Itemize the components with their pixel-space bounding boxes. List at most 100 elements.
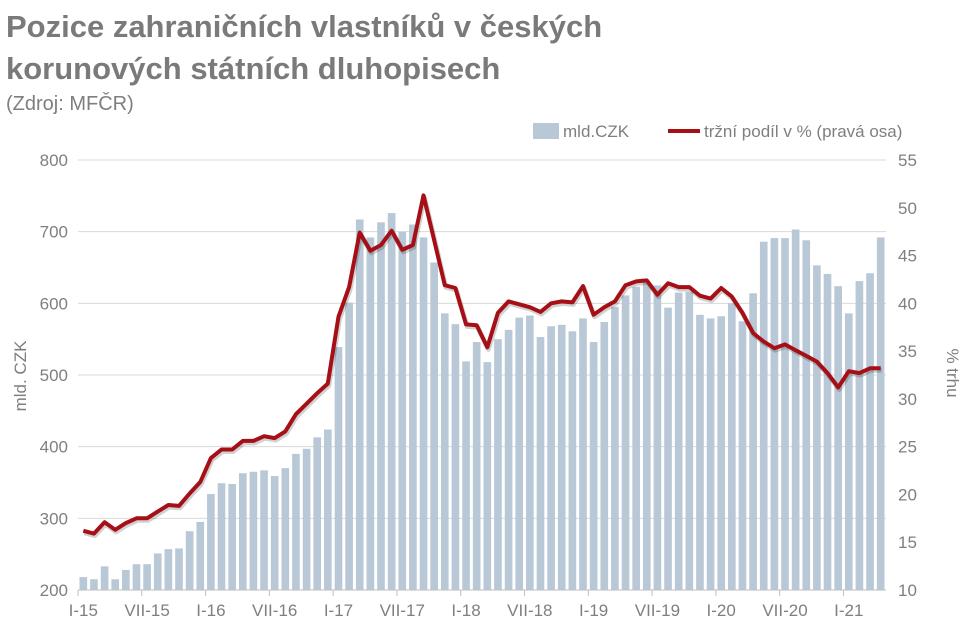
x-tick-label: VII-18: [507, 601, 552, 620]
bar: [568, 331, 577, 590]
bar: [143, 564, 151, 590]
bar: [100, 566, 109, 590]
bar: [292, 453, 300, 590]
y-tick-label: 700: [40, 223, 68, 242]
line-series: [82, 193, 882, 539]
x-tick-label: VII-20: [762, 601, 807, 620]
bar: [185, 531, 194, 590]
bar: [111, 579, 120, 590]
bar: [377, 222, 385, 590]
legend: mld.CZK tržní podíl v % (pravá osa): [533, 122, 902, 141]
x-tick-label: I-20: [707, 601, 736, 620]
x-tick-label: I-21: [834, 601, 863, 620]
bar: [632, 286, 640, 590]
y2-axis-title: % trhu: [943, 348, 962, 397]
bar: [430, 262, 438, 590]
legend-label-bars: mld.CZK: [563, 122, 630, 141]
x-tick-label: VII-17: [380, 601, 425, 620]
bar: [802, 240, 811, 590]
bar: [547, 326, 555, 590]
bar: [813, 265, 821, 590]
bar: [483, 362, 492, 590]
bar-series: [79, 213, 885, 591]
bar: [238, 473, 247, 590]
bar: [345, 302, 353, 590]
legend-label-line: tržní podíl v % (pravá osa): [704, 122, 902, 141]
bar: [664, 307, 672, 590]
x-tick-label: VII-16: [252, 601, 297, 620]
y2-tick-label: 55: [898, 151, 917, 170]
bar: [579, 318, 587, 590]
y-tick-label: 800: [40, 151, 68, 170]
bar: [526, 315, 534, 590]
bar: [122, 569, 130, 590]
bar: [685, 291, 694, 590]
bar: [334, 347, 343, 590]
y2-tick-label: 50: [898, 199, 917, 218]
x-tick-label: I-16: [196, 601, 225, 620]
bar: [440, 313, 449, 590]
y2-tick-label: 15: [898, 533, 917, 552]
bar: [217, 483, 226, 590]
x-tick-label: I-17: [324, 601, 353, 620]
y-tick-label: 300: [40, 509, 68, 528]
bar: [419, 237, 428, 590]
bar: [749, 293, 757, 590]
x-tick-label: I-18: [451, 601, 480, 620]
bar: [249, 471, 258, 590]
bar: [728, 303, 736, 590]
chart-subtitle: (Zdroj: MFČR): [6, 93, 134, 115]
bar: [866, 273, 874, 590]
bar: [834, 286, 842, 590]
axes: 200 300 400 500 600 700 800 10 15 20 25 30 35 40 45 50 5…: [40, 151, 917, 620]
bar: [600, 321, 609, 590]
y-tick-label: 200: [40, 581, 68, 600]
bar: [228, 483, 236, 590]
bar: [90, 579, 98, 590]
bar: [302, 448, 311, 590]
bar: [451, 324, 460, 590]
bar: [494, 339, 502, 590]
bar: [717, 316, 726, 590]
bar: [409, 224, 417, 590]
bar: [696, 314, 704, 590]
y-tick-label: 500: [40, 366, 68, 385]
bar: [472, 342, 481, 590]
bar: [153, 553, 162, 590]
bar: [621, 295, 630, 590]
bar: [260, 470, 268, 590]
bar: [536, 337, 545, 590]
bar: [781, 238, 789, 590]
bar: [706, 318, 715, 590]
bar: [132, 564, 141, 590]
y2-tick-label: 40: [898, 294, 917, 313]
share-line: [82, 193, 881, 536]
bar: [876, 237, 885, 590]
bar: [281, 468, 290, 590]
bar: [823, 273, 832, 590]
bar: [844, 313, 853, 590]
y-axis-title: mld. CZK: [11, 340, 30, 412]
bar: [589, 342, 598, 590]
x-tick-label: VII-15: [124, 601, 169, 620]
bar: [207, 493, 215, 590]
bar: [674, 292, 683, 590]
bar: [462, 361, 470, 590]
x-tick-label: I-15: [69, 601, 98, 620]
y2-tick-label: 30: [898, 390, 917, 409]
bar: [324, 429, 332, 590]
bar: [366, 237, 375, 590]
bar: [738, 321, 747, 590]
bar: [515, 317, 524, 590]
bar: [642, 282, 651, 590]
bar: [79, 577, 88, 590]
bar: [557, 324, 566, 590]
legend-swatch-bars: [533, 123, 559, 139]
bar: [855, 281, 864, 590]
bar: [175, 548, 183, 590]
bar: [653, 285, 662, 590]
bar: [770, 238, 779, 590]
y-tick-label: 400: [40, 438, 68, 457]
bar: [387, 213, 396, 591]
